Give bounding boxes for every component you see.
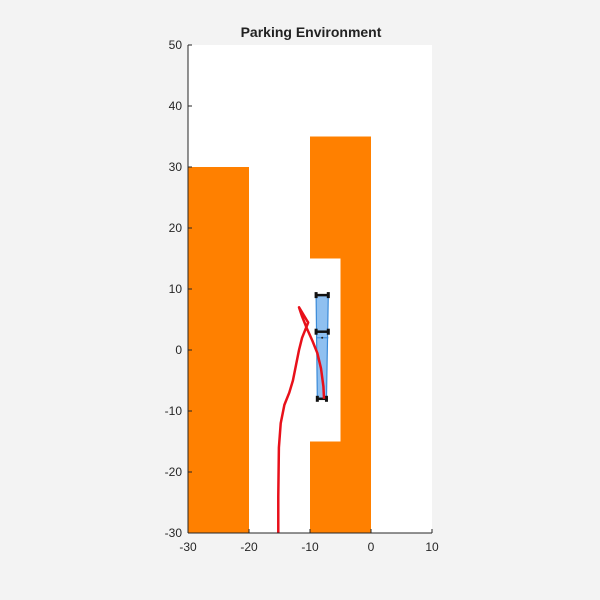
y-tick-label: 50 — [169, 38, 183, 52]
vehicle — [314, 292, 330, 402]
wheel-icon — [314, 292, 318, 299]
x-tick-label: 0 — [368, 540, 375, 554]
wheel-icon — [314, 328, 318, 335]
x-tick-label: -10 — [301, 540, 319, 554]
y-tick-label: -10 — [165, 404, 183, 418]
right-middle-block — [340, 258, 371, 442]
vehicle-center-dot — [321, 336, 324, 339]
y-tick-label: 10 — [169, 282, 183, 296]
vehicle-path — [277, 306, 326, 533]
x-tick-label: 10 — [425, 540, 439, 554]
wheel-icon — [315, 395, 319, 402]
obstacles — [188, 136, 371, 533]
right-top-block — [310, 136, 371, 259]
y-tick-label: -20 — [165, 465, 183, 479]
y-tick-label: 30 — [169, 160, 183, 174]
y-tick-label: -30 — [165, 526, 183, 540]
wheel-icon — [324, 395, 328, 402]
y-tick-label: 20 — [169, 221, 183, 235]
x-tick-label: -20 — [240, 540, 258, 554]
wheel-icon — [326, 292, 330, 299]
chart-title: Parking Environment — [240, 24, 382, 40]
wheel-icon — [326, 328, 330, 335]
right-bottom-block — [310, 441, 371, 533]
axes: -30 -20 -10 0 10 -30 -20 -10 0 10 20 30 40 50 — [165, 38, 439, 554]
left-block — [188, 167, 249, 533]
path-line — [277, 306, 326, 533]
y-tick-label: 0 — [175, 343, 182, 357]
x-tick-label: -30 — [179, 540, 197, 554]
y-tick-label: 40 — [169, 99, 183, 113]
